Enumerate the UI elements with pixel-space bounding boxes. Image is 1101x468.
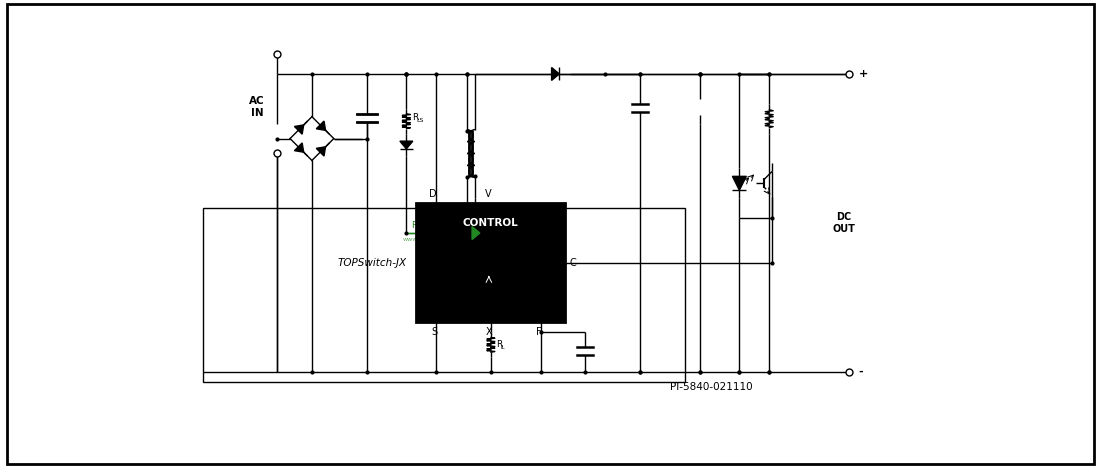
Polygon shape: [400, 141, 413, 149]
Text: S: S: [432, 328, 437, 337]
Polygon shape: [294, 125, 304, 134]
Text: R: R: [413, 113, 418, 122]
Text: C: C: [569, 258, 576, 268]
Bar: [203, 208, 685, 382]
Polygon shape: [552, 67, 559, 80]
Text: LS: LS: [417, 118, 424, 123]
Text: CONTROL: CONTROL: [464, 218, 519, 228]
Polygon shape: [472, 227, 480, 240]
Text: -: -: [859, 367, 863, 377]
Text: R: R: [412, 220, 417, 229]
Text: F: F: [536, 328, 542, 337]
Text: OVP: OVP: [470, 226, 481, 231]
Text: X: X: [486, 328, 492, 337]
Text: DC
OUT: DC OUT: [832, 212, 855, 234]
Text: D: D: [429, 189, 437, 199]
Text: AC
IN: AC IN: [250, 96, 265, 117]
Text: IL: IL: [500, 345, 505, 350]
Polygon shape: [316, 121, 326, 131]
Bar: [416, 203, 566, 322]
Text: +: +: [859, 69, 868, 79]
Polygon shape: [469, 204, 481, 212]
Text: PI-5840-021110: PI-5840-021110: [669, 382, 752, 392]
Text: V: V: [484, 189, 491, 199]
Text: VR: VR: [458, 220, 470, 229]
Text: www.cneso技术网.com: www.cneso技术网.com: [403, 236, 465, 242]
Text: TOPSwitch-JX: TOPSwitch-JX: [337, 258, 406, 268]
Polygon shape: [316, 147, 326, 156]
Polygon shape: [294, 143, 304, 152]
Text: R: R: [495, 340, 502, 349]
Polygon shape: [732, 176, 746, 190]
Text: OVP: OVP: [416, 226, 427, 231]
